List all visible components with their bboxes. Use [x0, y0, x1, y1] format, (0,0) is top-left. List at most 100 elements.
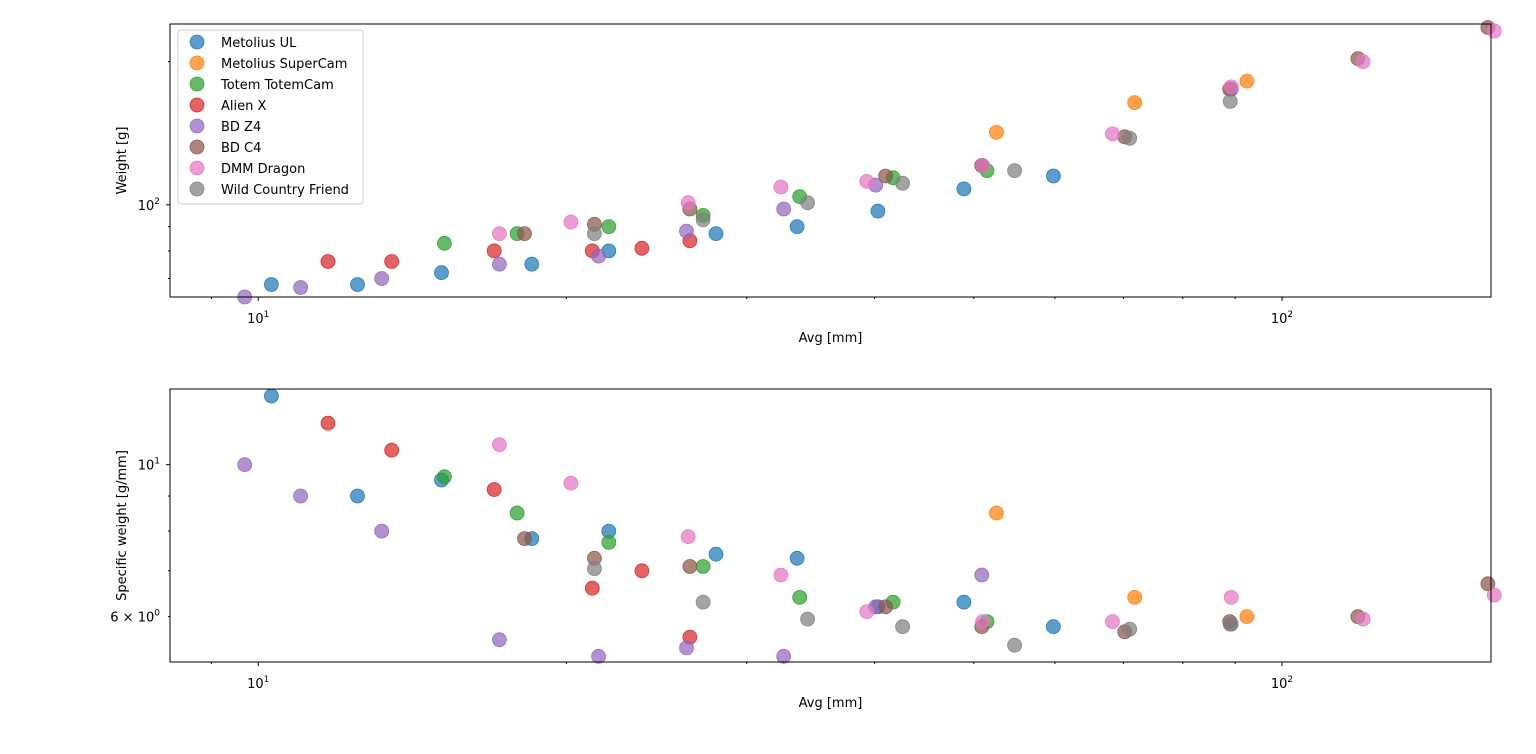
x-tick-label: 102 — [1271, 675, 1293, 692]
data-point — [601, 535, 617, 550]
data-point — [956, 594, 972, 610]
data-point — [517, 531, 532, 546]
legend-label: Wild Country Friend — [221, 183, 349, 198]
legend-marker — [189, 76, 205, 92]
data-point — [789, 550, 805, 566]
data-point — [293, 280, 309, 295]
data-point — [384, 254, 400, 269]
data-point — [708, 546, 724, 562]
data-point — [584, 580, 600, 596]
data-point — [859, 173, 875, 189]
scatter-points — [237, 20, 1502, 305]
data-point — [634, 563, 650, 579]
legend-marker — [189, 55, 205, 71]
legend: Metolius UL Metolius SuperCam Totem TotemC… — [177, 29, 364, 205]
data-point — [1127, 590, 1143, 605]
data-point — [237, 457, 253, 473]
y-axis-label: Weight [g] — [115, 127, 130, 195]
legend-marker — [189, 139, 205, 155]
data-point — [792, 590, 808, 605]
x-tick-label: 102 — [1271, 310, 1293, 327]
data-point — [1105, 614, 1120, 629]
legend-label: Metolius UL — [221, 36, 297, 51]
data-point — [1222, 94, 1238, 109]
data-point — [563, 475, 579, 491]
data-point — [776, 648, 792, 664]
data-point — [491, 632, 507, 648]
legend-label: Totem TotemCam — [220, 78, 334, 93]
data-point — [1223, 79, 1239, 95]
data-point — [1046, 619, 1061, 635]
data-point — [524, 256, 540, 272]
axes-frame — [169, 23, 1492, 298]
legend-marker — [189, 181, 205, 197]
data-point — [436, 235, 452, 251]
data-point — [436, 469, 452, 485]
data-point — [634, 240, 650, 256]
data-point — [708, 226, 724, 242]
legend-marker — [189, 34, 205, 50]
legend-label: Metolius SuperCam — [221, 57, 347, 72]
data-point — [773, 567, 789, 583]
legend-marker — [189, 97, 205, 113]
data-point — [989, 505, 1004, 521]
data-point — [680, 195, 696, 211]
data-point — [974, 567, 990, 583]
data-point — [1007, 163, 1022, 179]
data-point — [491, 226, 507, 242]
data-point — [587, 561, 602, 576]
axes-frame — [169, 388, 1492, 663]
data-point — [263, 277, 279, 292]
data-point — [870, 203, 886, 219]
data-point — [320, 254, 336, 269]
data-point — [800, 611, 815, 627]
data-point — [486, 243, 502, 259]
data-point — [989, 124, 1004, 140]
data-point — [1355, 611, 1371, 627]
x-tick-label: 101 — [247, 310, 269, 327]
data-point — [680, 529, 696, 545]
data-point — [491, 256, 507, 272]
data-point — [1239, 73, 1255, 89]
y-tick-label: 101 — [138, 457, 160, 474]
y-tick-label: 6 × 100 — [110, 609, 160, 626]
data-point — [695, 212, 711, 228]
data-point — [1046, 168, 1061, 184]
data-point — [800, 195, 815, 211]
data-point — [895, 175, 910, 191]
data-point — [776, 201, 792, 217]
x-axis-label: Avg [mm] — [799, 696, 863, 711]
x-tick-label: 101 — [247, 675, 269, 692]
data-point — [601, 219, 617, 235]
data-point — [374, 523, 390, 539]
legend-label: Alien X — [221, 99, 266, 114]
data-point — [859, 604, 875, 620]
data-point — [517, 226, 532, 242]
data-point — [1007, 637, 1022, 653]
data-point — [878, 168, 893, 184]
data-point — [350, 277, 365, 292]
legend-marker — [189, 160, 205, 176]
data-point — [789, 219, 805, 235]
data-point — [350, 488, 365, 504]
legend-marker — [189, 118, 205, 134]
data-point — [975, 158, 990, 173]
data-point — [491, 437, 507, 453]
data-point — [587, 226, 602, 242]
data-point — [486, 482, 502, 497]
specific-weight-chart: 101 102 101 6 × 100 Avg [mm] Specific weight … — [110, 388, 1502, 711]
scatter-points — [237, 388, 1502, 664]
data-point — [509, 505, 525, 521]
y-axis-label: Specific weight [g/mm] — [115, 450, 130, 601]
data-point — [679, 223, 694, 239]
data-point — [1239, 609, 1255, 624]
data-point — [878, 599, 893, 615]
data-point — [1355, 54, 1371, 70]
data-point — [1122, 621, 1138, 637]
data-point — [293, 488, 309, 504]
y-tick-label: 102 — [138, 197, 160, 214]
data-point — [591, 648, 606, 664]
data-point — [434, 265, 449, 281]
data-point — [682, 559, 698, 574]
